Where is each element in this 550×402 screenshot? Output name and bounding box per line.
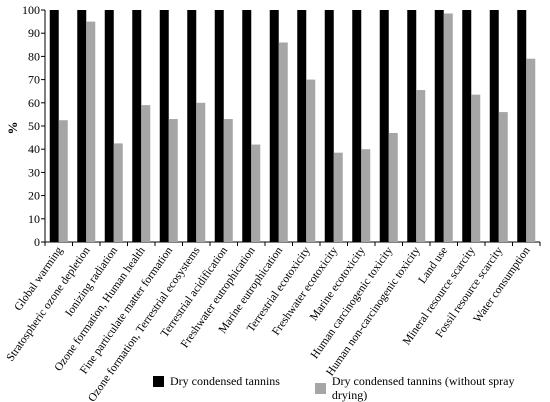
bar-without-spray-drying bbox=[471, 94, 481, 243]
bar-without-spray-drying bbox=[141, 105, 151, 243]
y-tick-label: 60 bbox=[28, 96, 40, 110]
legend-label-series-2: Dry condensed tannins (without spray dry… bbox=[331, 374, 515, 402]
bar-without-spray-drying bbox=[223, 119, 233, 242]
bar-dry-condensed-tannins bbox=[269, 10, 279, 242]
y-tick-label: 100 bbox=[22, 3, 40, 17]
bar-dry-condensed-tannins bbox=[77, 10, 87, 242]
bar-without-spray-drying bbox=[58, 120, 68, 242]
y-tick-label: 10 bbox=[28, 212, 40, 226]
bar-without-spray-drying bbox=[416, 90, 426, 242]
bar-without-spray-drying bbox=[251, 144, 261, 242]
bar-dry-condensed-tannins bbox=[462, 10, 472, 242]
bar-dry-condensed-tannins bbox=[214, 10, 224, 242]
bar-dry-condensed-tannins bbox=[434, 10, 444, 242]
legend-swatch-series-1 bbox=[153, 375, 164, 387]
bar-dry-condensed-tannins bbox=[104, 10, 114, 242]
bar-dry-condensed-tannins bbox=[352, 10, 362, 242]
y-tick-label: 90 bbox=[28, 26, 40, 40]
plot-axes bbox=[41, 9, 541, 246]
legend-swatch-series-2 bbox=[315, 382, 326, 394]
bar-without-spray-drying bbox=[443, 13, 453, 243]
y-tick-labels: 0 10 20 30 40 50 60 70 80 90 100 bbox=[22, 3, 40, 249]
bar-dry-condensed-tannins bbox=[517, 10, 527, 242]
bar-dry-condensed-tannins bbox=[489, 10, 499, 242]
y-axis-label: % bbox=[5, 122, 20, 135]
bar-dry-condensed-tannins bbox=[187, 10, 197, 242]
bar-dry-condensed-tannins bbox=[132, 10, 142, 242]
bar-without-spray-drying bbox=[306, 79, 316, 242]
y-tick-label: 40 bbox=[28, 142, 40, 156]
y-tick-label: 50 bbox=[28, 119, 40, 133]
y-tick-label: 30 bbox=[28, 165, 40, 179]
legend-label-series-1: Dry condensed tannins bbox=[170, 374, 280, 388]
bar-dry-condensed-tannins bbox=[297, 10, 307, 242]
bar-dry-condensed-tannins bbox=[49, 10, 59, 242]
bar-without-spray-drying bbox=[278, 42, 288, 243]
y-tick-label: 20 bbox=[28, 189, 40, 203]
bar-dry-condensed-tannins bbox=[159, 10, 169, 242]
y-tick-label: 0 bbox=[34, 235, 40, 249]
bar-without-spray-drying bbox=[498, 112, 508, 242]
bar-without-spray-drying bbox=[113, 143, 123, 242]
y-tick-label: 80 bbox=[28, 49, 40, 63]
bar-dry-condensed-tannins bbox=[379, 10, 389, 242]
legend: Dry condensed tannins Dry condensed tann… bbox=[0, 374, 550, 402]
bar-without-spray-drying bbox=[361, 149, 371, 242]
bar-dry-condensed-tannins bbox=[242, 10, 252, 242]
bar-without-spray-drying bbox=[333, 152, 343, 242]
bar-without-spray-drying bbox=[388, 132, 398, 242]
y-tick-label: 70 bbox=[28, 73, 40, 87]
bar-without-spray-drying bbox=[168, 119, 178, 242]
bar-dry-condensed-tannins bbox=[324, 10, 334, 242]
bar-without-spray-drying bbox=[196, 102, 206, 242]
bar-series bbox=[49, 10, 536, 243]
x-tick-label: Global warming bbox=[12, 245, 65, 314]
legend-item-series-2: Dry condensed tannins (without spray dry… bbox=[315, 374, 550, 402]
bar-without-spray-drying bbox=[526, 58, 536, 242]
bar-dry-condensed-tannins bbox=[407, 10, 417, 242]
legend-item-series-1: Dry condensed tannins bbox=[153, 374, 280, 388]
bar-without-spray-drying bbox=[86, 21, 96, 242]
